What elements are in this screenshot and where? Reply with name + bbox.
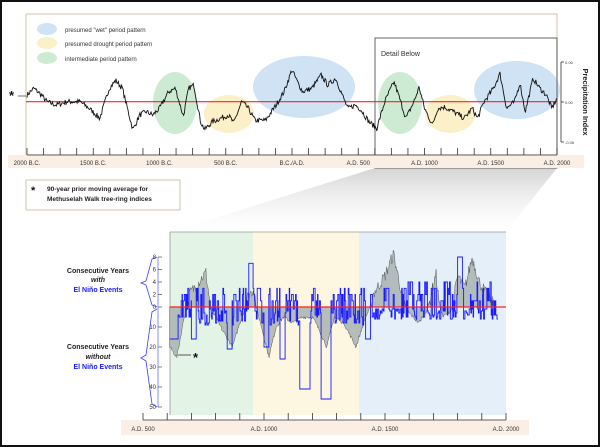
bottom-x-axis-band: [121, 420, 529, 435]
without-label-line2: without: [86, 354, 112, 361]
note-asterisk: *: [31, 185, 36, 197]
bottom-x-tick-labels: A.D. 500 A.D. 1000 A.D. 1500 A.D. 2000: [131, 427, 520, 433]
x-tick-label: A.D. 1500: [372, 427, 399, 433]
brace-with: [139, 256, 158, 308]
wet-ellipse: [253, 56, 355, 118]
with-label-line1: Consecutive Years: [67, 268, 129, 275]
detail-label: Detail Below: [381, 51, 421, 58]
top-y-axis: 0.06 0.00 -0.06 Precipitation Index: [560, 60, 590, 145]
with-label-line2: with: [91, 277, 105, 284]
y-tick-label: -0.06: [565, 140, 575, 145]
y-tick-label: 40: [149, 385, 156, 391]
intermediate-ellipse: [378, 72, 422, 134]
x-tick-label: A.D. 1000: [251, 427, 278, 433]
brace-without: [140, 308, 158, 408]
legend-label-intermediate: intermediate period pattern: [65, 57, 137, 63]
y-tick-label: 50: [149, 405, 156, 411]
zoom-funnel: [170, 168, 557, 232]
y-tick-label: 6: [153, 268, 157, 274]
x-tick-label: 2000 B.C.: [14, 161, 41, 167]
y-tick-label: 0: [153, 305, 157, 311]
legend-label-wet: presumed "wet" period pattern: [65, 28, 146, 34]
top-x-tick-labels: 2000 B.C. 1500 B.C. 1000 B.C. 500 B.C. B.C./…: [14, 161, 571, 167]
y-axis-title: Precipitation Index: [581, 68, 590, 136]
y-tick-label: 20: [149, 345, 156, 351]
x-tick-label: 500 B.C.: [214, 161, 238, 167]
bottom-asterisk-marker: *: [193, 350, 199, 365]
x-tick-label: A.D. 500: [131, 427, 155, 433]
note-line-2: Methuselah Walk tree-ring indices: [47, 196, 152, 203]
precipitation-series-line: [26, 70, 557, 132]
legend-swatch-wet: [37, 23, 57, 35]
top-x-ticks: [26, 148, 558, 155]
x-tick-label: A.D. 1500: [477, 161, 504, 167]
x-tick-label: A.D. 500: [347, 161, 371, 167]
y-tick-label: 10: [149, 325, 156, 331]
legend-swatch-drought: [37, 37, 57, 49]
y-tick-label: 30: [149, 365, 156, 371]
x-tick-label: A.D. 2000: [544, 161, 571, 167]
asterisk-marker: *: [9, 88, 15, 103]
y-tick-label: 0.06: [565, 60, 574, 65]
x-tick-label: A.D. 2000: [493, 427, 520, 433]
note-box: [25, 179, 181, 211]
wet-band: [359, 232, 506, 415]
legend-label-drought: presumed drought period pattern: [65, 42, 152, 48]
without-label-line3: El Niño Events: [73, 364, 122, 371]
wet-ellipse: [474, 61, 560, 119]
x-tick-label: 1000 B.C.: [146, 161, 173, 167]
with-label-line3: El Niño Events: [73, 287, 122, 294]
y-tick-label: 2: [153, 293, 157, 299]
y-tick-label: 0.00: [565, 100, 574, 105]
x-tick-label: 1500 B.C.: [80, 161, 107, 167]
y-tick-label: 4: [153, 280, 157, 286]
intermediate-ellipse: [153, 72, 197, 134]
x-tick-label: A.D. 1000: [411, 161, 438, 167]
note-line-1: 90-year prior moving average for: [47, 186, 149, 193]
bottom-x-ticks: [142, 413, 507, 420]
without-label-line1: Consecutive Years: [67, 344, 129, 351]
x-tick-label: B.C./A.D.: [279, 161, 304, 167]
drought-ellipse: [204, 95, 254, 133]
legend-swatch-intermediate: [37, 52, 57, 64]
el-nino-runs-line: [170, 256, 498, 400]
legend: presumed "wet" period pattern presumed d…: [37, 23, 152, 64]
drought-ellipse: [425, 95, 475, 133]
top-x-axis-band: [8, 155, 584, 168]
